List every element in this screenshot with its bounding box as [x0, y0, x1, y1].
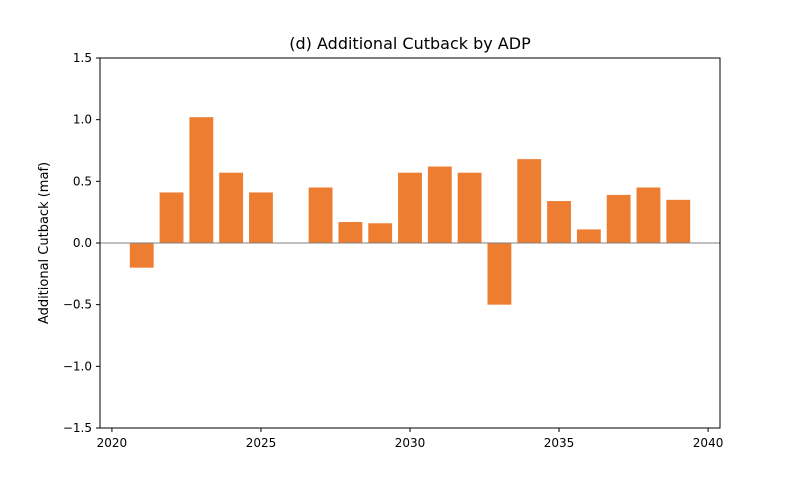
y-tick-label: 1.0: [73, 113, 92, 127]
y-tick-label: 1.5: [73, 51, 92, 65]
y-tick-label: 0.0: [73, 236, 92, 250]
bar-2022: [159, 192, 184, 243]
bar-2021: [129, 243, 154, 268]
y-tick-label: −1.5: [63, 421, 92, 435]
bar-2035: [547, 201, 571, 243]
y-tick-label: 0.5: [73, 174, 92, 188]
x-axis-ticks: 2020 2025 2030 2035 2040: [97, 428, 724, 450]
y-tick-label: −0.5: [63, 298, 92, 312]
bar-2036: [576, 229, 601, 243]
bar-2039: [666, 199, 691, 243]
bar-2034: [517, 159, 542, 243]
y-axis-label: Additional Cutback (maf): [37, 162, 52, 324]
bar-2025: [249, 192, 273, 243]
x-tick-label: 2020: [97, 436, 128, 450]
x-tick-label: 2035: [544, 436, 575, 450]
bar-2027: [308, 187, 333, 243]
bar-2030: [398, 172, 422, 243]
bar-2024: [219, 172, 244, 243]
bar-2029: [368, 223, 393, 243]
bar-2023: [189, 117, 214, 243]
chart-title: (d) Additional Cutback by ADP: [289, 34, 531, 53]
bar-2038: [636, 187, 661, 243]
bars-group: [129, 117, 691, 305]
bar-2033: [487, 243, 512, 305]
x-tick-label: 2030: [395, 436, 426, 450]
bar-2028: [338, 222, 363, 243]
y-axis-ticks: −1.5 −1.0 −0.5 0.0 0.5 1.0 1.5: [63, 51, 100, 435]
bar-2032: [457, 172, 482, 243]
x-tick-label: 2025: [246, 436, 277, 450]
bar-2031: [427, 166, 452, 243]
x-tick-label: 2040: [693, 436, 724, 450]
bar-2037: [606, 194, 631, 243]
y-tick-label: −1.0: [63, 359, 92, 373]
